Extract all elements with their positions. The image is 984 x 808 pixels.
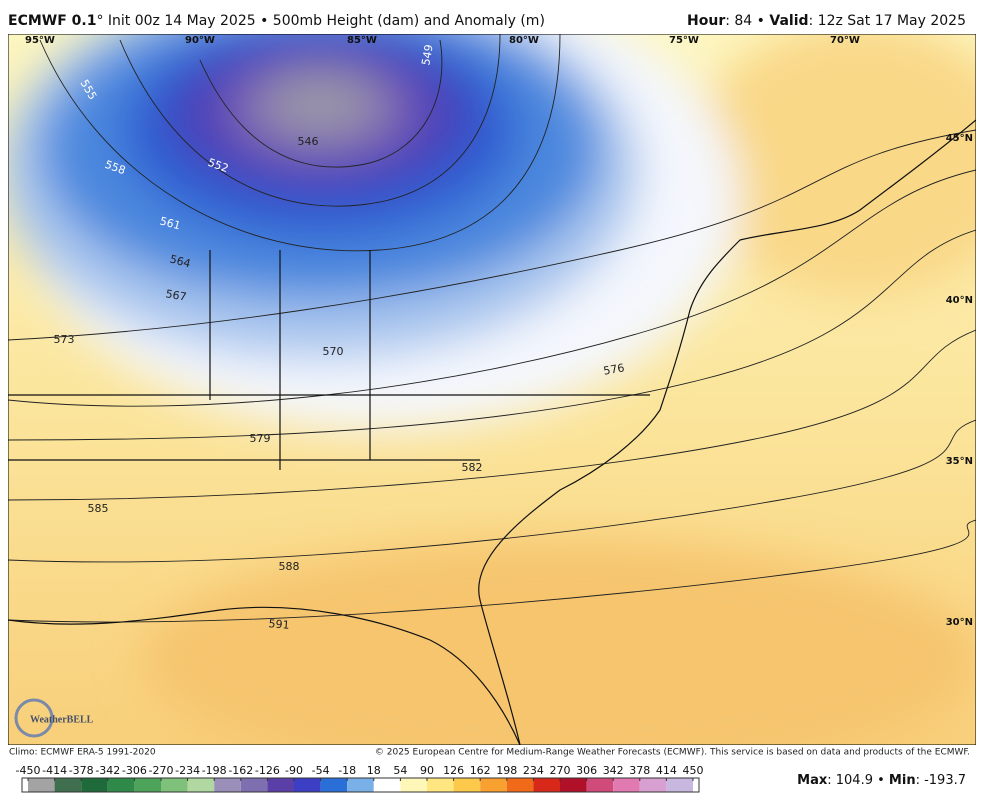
colorbar-swatch — [427, 778, 454, 792]
colorbar-swatch — [347, 778, 374, 792]
contour-labels: 5465495525555585615645675705735765795825… — [54, 43, 626, 631]
colorbar-tick-label: 342 — [603, 764, 624, 777]
valid-value: : 12z Sat 17 May 2025 — [809, 13, 966, 29]
colorbar-tick-label: 270 — [550, 764, 571, 777]
colorbar-tick-label: -162 — [228, 764, 253, 777]
max-value: : 104.9 • — [827, 773, 889, 788]
colorbar-swatch — [214, 778, 241, 792]
run-description: ° Init 00z 14 May 2025 • 500mb Height (d… — [96, 13, 544, 29]
colorbar-swatch — [480, 778, 507, 792]
longitude-label: 85°W — [347, 35, 377, 46]
colorbar-swatch — [506, 778, 534, 792]
colorbar-swatch — [134, 778, 161, 792]
max-label: Max — [797, 773, 828, 788]
colorbar-swatch — [28, 778, 55, 792]
colorbar-swatch — [320, 778, 348, 792]
coastlines-borders — [8, 119, 976, 745]
colorbar-tick-label: 306 — [576, 764, 597, 777]
colorbar-tick-label: -18 — [338, 764, 356, 777]
longitude-label: 75°W — [669, 35, 699, 46]
contour-label: 567 — [165, 287, 188, 303]
longitude-label: 95°W — [25, 35, 55, 46]
min-value: : -193.7 — [916, 773, 966, 788]
logo-text: WeatherBELL — [30, 714, 94, 725]
colorbar-tick-label: 450 — [683, 764, 704, 777]
colorbar-tick-label: -342 — [95, 764, 120, 777]
contour-label: 576 — [602, 361, 625, 377]
colorbar-tick-label: 234 — [523, 764, 544, 777]
colorbar-swatch — [294, 778, 321, 792]
colorbar-tick-label: 162 — [470, 764, 491, 777]
colorbar-swatch — [161, 778, 188, 792]
colorbar-tick-label: -306 — [122, 764, 147, 777]
header-right: Hour: 84 • Valid: 12z Sat 17 May 2025 — [687, 13, 966, 29]
colorbar-swatch — [453, 778, 481, 792]
contour-label: 585 — [88, 502, 109, 515]
colorbar-tick-label: -198 — [202, 764, 227, 777]
min-label: Min — [889, 773, 916, 788]
colorbar-swatch — [54, 778, 82, 792]
colorbar-tick-label: 90 — [420, 764, 434, 777]
contour-label: 588 — [279, 560, 300, 573]
contour-label: 579 — [250, 432, 271, 445]
colorbar-swatch — [560, 778, 587, 792]
colorbar-swatch — [187, 778, 215, 792]
colorbar-frame — [21, 777, 700, 793]
colorbar-tick-label: 198 — [496, 764, 517, 777]
model-name: ECMWF 0.1 — [8, 13, 96, 29]
colorbar-tick-label: -378 — [69, 764, 94, 777]
colorbar-swatch — [586, 778, 614, 792]
colorbar: -450 -414 -378 -342 -306 -270 -234 -198 -162 -126… — [16, 764, 704, 793]
colorbar-swatch — [533, 778, 560, 792]
latitude-label: 30°N — [946, 617, 973, 628]
latitude-label: 45°N — [946, 133, 973, 144]
hour-label: Hour — [687, 13, 725, 29]
contour-label: 549 — [419, 43, 435, 66]
longitude-label: 70°W — [830, 35, 860, 46]
colorbar-tick-label: -414 — [42, 764, 67, 777]
colorbar-swatch — [240, 778, 268, 792]
colorbar-swatch — [267, 778, 294, 792]
colorbar-tick-label: -450 — [16, 764, 41, 777]
logo: WeatherBELL — [14, 698, 94, 738]
graticule-labels: 95°W 90°W 85°W 80°W 75°W 70°W 45°N 40°N 35°N 30°N — [25, 35, 973, 628]
valid-label: Valid — [769, 13, 808, 29]
colorbar-swatch — [613, 778, 640, 792]
colorbar-tick-label: -126 — [255, 764, 280, 777]
latitude-label: 35°N — [946, 456, 973, 467]
colorbar-tick-label: 378 — [629, 764, 650, 777]
contour-label: 582 — [462, 461, 483, 474]
colorbar-swatch — [81, 778, 108, 792]
latitude-label: 40°N — [946, 295, 973, 306]
field-stats: Max: 104.9 • Min: -193.7 — [797, 773, 966, 788]
climo-note: Climo: ECMWF ERA-5 1991-2020 — [9, 748, 156, 758]
colorbar-tick-label: -54 — [312, 764, 330, 777]
colorbar-tick-label: -234 — [175, 764, 200, 777]
colorbar-swatch — [400, 778, 427, 792]
colorbar-swatch — [666, 778, 693, 792]
colorbar-tick-label: -270 — [149, 764, 174, 777]
colorbar-swatch — [107, 778, 135, 792]
contour-label: 591 — [268, 617, 290, 632]
colorbar-tick-label: 54 — [393, 764, 407, 777]
longitude-label: 80°W — [509, 35, 539, 46]
contour-label: 570 — [323, 345, 344, 358]
contour-label: 546 — [298, 135, 319, 148]
colorbar-tick-label: 126 — [443, 764, 464, 777]
colorbar-tick-label: 414 — [656, 764, 677, 777]
copyright: © 2025 European Centre for Medium-Range … — [375, 748, 970, 758]
contour-label: 564 — [168, 253, 192, 271]
colorbar-tick-label: -90 — [285, 764, 303, 777]
longitude-label: 90°W — [185, 35, 215, 46]
contour-label: 561 — [158, 215, 182, 233]
header-left: ECMWF 0.1° Init 00z 14 May 2025 • 500mb … — [8, 13, 545, 29]
colorbar-swatch — [639, 778, 667, 792]
contour-label: 573 — [54, 333, 75, 346]
colorbar-tick-label: 18 — [367, 764, 381, 777]
colorbar-swatch — [373, 778, 401, 792]
map-field — [8, 34, 976, 745]
hour-value: : 84 • — [725, 13, 769, 29]
